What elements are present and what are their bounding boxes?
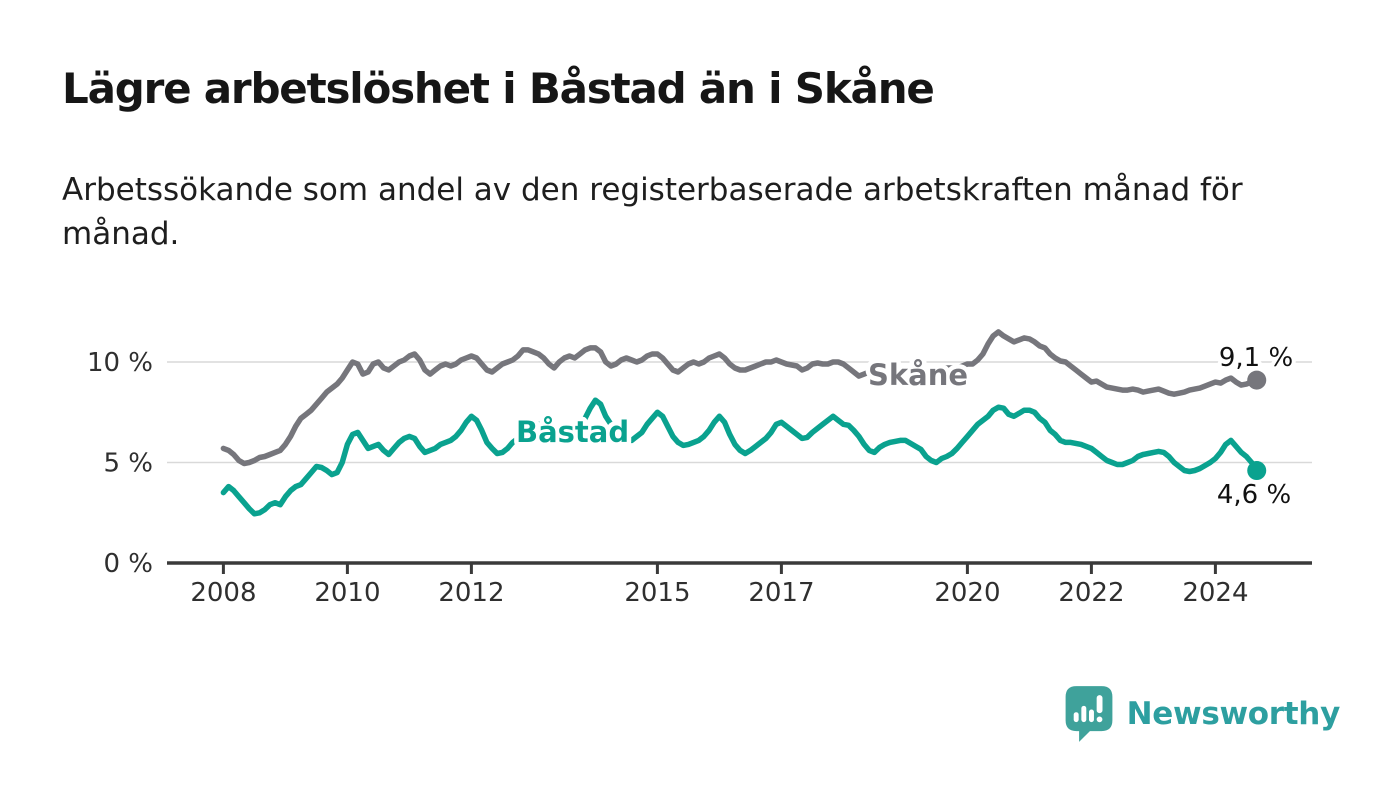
newsworthy-logo: Newsworthy [1062,684,1340,744]
subtitle-line-1: Arbetssökande som andel av den registerb… [62,172,1243,208]
x-tick-label: 2015 [624,578,690,608]
x-tick-label: 2008 [190,578,256,608]
bastad-series-label: Båstad [516,415,629,449]
x-tick-label: 2012 [438,578,504,608]
y-tick-labels: 0 % 5 % 10 % [87,348,153,579]
x-tick-label: 2017 [748,578,814,608]
newsworthy-bubble-chart-icon [1065,686,1113,742]
y-tick-label: 5 % [103,449,153,479]
skane-end-value-label: 9,1 % [1219,343,1293,373]
x-tick-marks [221,563,1217,574]
y-tick-label: 0 % [103,549,153,579]
bastad-end-value-label: 4,6 % [1217,480,1291,510]
page-title: Lägre arbetslöshet i Båstad än i Skåne [62,64,935,113]
x-tick-label: 2010 [314,578,380,608]
newsworthy-wordmark: Newsworthy [1126,696,1341,732]
x-tick-labels: 2008 2010 2012 2015 2017 2020 2022 2024 [190,578,1248,608]
bastad-end-dot [1247,461,1267,481]
x-tick-label: 2020 [934,578,1000,608]
skane-end-dot [1247,370,1267,390]
x-tick-label: 2024 [1182,578,1248,608]
skane-line [220,329,1260,467]
skane-series-label: Skåne [868,358,968,392]
subtitle-line-2: månad. [62,216,180,252]
x-tick-label: 2022 [1058,578,1124,608]
y-tick-label: 10 % [87,348,153,378]
chart-subtitle: Arbetssökande som andel av den registerb… [62,168,1312,256]
bastad-line [220,397,1260,517]
